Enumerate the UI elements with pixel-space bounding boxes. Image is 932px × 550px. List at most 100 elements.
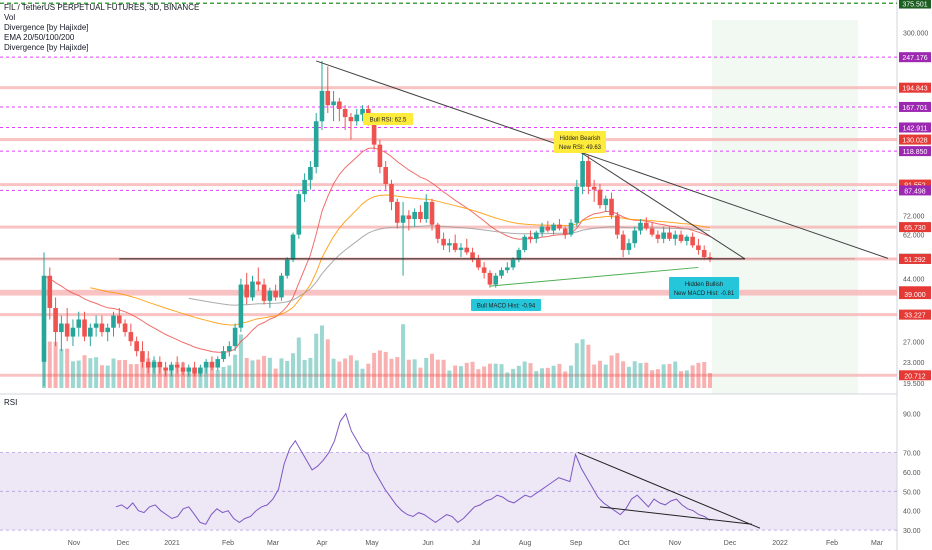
volume-bar xyxy=(88,358,93,388)
candle-body xyxy=(244,284,249,298)
candle-body xyxy=(626,243,632,250)
ema-lines xyxy=(43,147,711,353)
candle-body xyxy=(279,275,284,298)
price-tag-label: 65.730 xyxy=(904,225,926,232)
candle-body xyxy=(319,90,325,122)
candle-body xyxy=(701,249,707,258)
volume-bar xyxy=(227,365,232,388)
price-tag-label: 142.911 xyxy=(903,125,928,132)
volume-bar xyxy=(337,361,342,388)
time-tick-label: Dec xyxy=(117,540,130,547)
volume-bar xyxy=(511,368,516,388)
candle-body xyxy=(308,167,313,180)
candles xyxy=(41,60,713,387)
chart-title[interactable]: FIL / TetherUS PERPETUAL FUTURES, 3D, BI… xyxy=(4,3,200,12)
volume-bar xyxy=(343,358,348,388)
time-tick-label: May xyxy=(365,540,379,547)
time-tick-label: Sep xyxy=(570,540,583,547)
candle-body xyxy=(586,161,591,187)
volume-bar xyxy=(314,333,319,388)
rsi-tick-label: 40.00 xyxy=(903,509,921,516)
volume-bar xyxy=(134,364,139,388)
volume-bar xyxy=(377,350,382,388)
rsi-trendline-upper xyxy=(577,452,761,529)
candle-body xyxy=(198,367,203,374)
volume-bar xyxy=(458,366,463,388)
candle-body xyxy=(209,361,215,368)
volume-bar xyxy=(673,361,678,388)
time-tick-label: Nov xyxy=(669,540,682,547)
candle-body xyxy=(389,183,394,202)
candle-body xyxy=(64,323,70,337)
volume-bar xyxy=(551,365,556,388)
volume-bar xyxy=(331,358,336,388)
volume-bar xyxy=(563,371,568,388)
candle-body xyxy=(47,275,53,308)
time-tick-label: Nov xyxy=(68,540,81,547)
candle-body xyxy=(609,198,614,216)
indicator-divergence-1[interactable]: Divergence [by Hajixde] xyxy=(4,23,89,32)
volume-bar xyxy=(209,362,214,388)
candle-body xyxy=(157,361,163,368)
candle-body xyxy=(557,224,562,229)
indicator-divergence-2[interactable]: Divergence [by Hajixde] xyxy=(4,43,89,52)
volume-bar xyxy=(76,360,81,388)
candle-body xyxy=(447,243,452,246)
volume-bar xyxy=(603,364,608,388)
projection-zone xyxy=(712,20,858,394)
volume-bar xyxy=(424,357,429,388)
rsi-trendline-lower xyxy=(599,506,753,525)
indicator-ema[interactable]: EMA 20/50/100/200 xyxy=(4,33,75,42)
candle-body xyxy=(476,259,481,268)
background-layer xyxy=(0,0,898,550)
sr-zone xyxy=(0,183,897,187)
candle-body xyxy=(522,236,527,250)
candle-body xyxy=(88,327,93,337)
price-tag-label: 130.028 xyxy=(902,138,927,145)
price-tag xyxy=(899,134,931,145)
candle-body xyxy=(215,359,221,368)
price-tag xyxy=(899,179,931,190)
annotation-text: Bull RSI: 62.5 xyxy=(370,118,407,124)
volume-bar xyxy=(482,366,487,388)
volume-bar xyxy=(632,361,637,388)
candle-body xyxy=(255,281,261,285)
candle-body xyxy=(481,267,487,273)
volume-bar xyxy=(476,369,481,388)
candle-body xyxy=(76,319,82,328)
volume-bar xyxy=(401,324,406,388)
indicator-vol[interactable]: Vol xyxy=(4,13,16,22)
time-axis[interactable]: Nov Dec 2021 Feb Mar Apr May Jun Jul Aug Sep Oct Nov… xyxy=(68,540,884,547)
volume-bar xyxy=(123,359,128,388)
volume-bar xyxy=(267,357,272,388)
candle-body xyxy=(510,259,516,268)
candle-body xyxy=(70,327,76,337)
volume-bar xyxy=(198,367,203,388)
price-tag xyxy=(899,146,931,157)
candle-body xyxy=(296,194,302,235)
candle-body xyxy=(371,121,377,145)
volume-bar xyxy=(679,371,684,388)
time-tick-label: Feb xyxy=(826,540,838,547)
volume-bar xyxy=(70,361,75,388)
candle-body xyxy=(562,228,568,235)
volume-bar xyxy=(163,367,168,388)
candle-body xyxy=(678,234,684,241)
rsi-pane-title: RSI xyxy=(4,398,18,407)
price-axis[interactable]: 300.000 72.000 62.000 44.000 27.000 23.000 19.… xyxy=(899,0,931,535)
annotation-text: Bull MACD Hist: -0.94 xyxy=(477,304,536,310)
candle-body xyxy=(203,361,209,368)
candle-body xyxy=(672,234,678,239)
volume-bar xyxy=(528,363,533,388)
candle-body xyxy=(348,117,354,122)
volume-bar xyxy=(157,367,162,388)
candle-body xyxy=(105,327,111,333)
time-tick-label: 2022 xyxy=(772,540,788,547)
candle-body xyxy=(394,201,400,223)
bullish-divergence-line xyxy=(489,266,699,287)
candle-body xyxy=(655,234,661,239)
candle-body xyxy=(180,367,186,372)
rsi-tick-label: 60.00 xyxy=(903,470,921,477)
volume-bar xyxy=(447,370,452,388)
